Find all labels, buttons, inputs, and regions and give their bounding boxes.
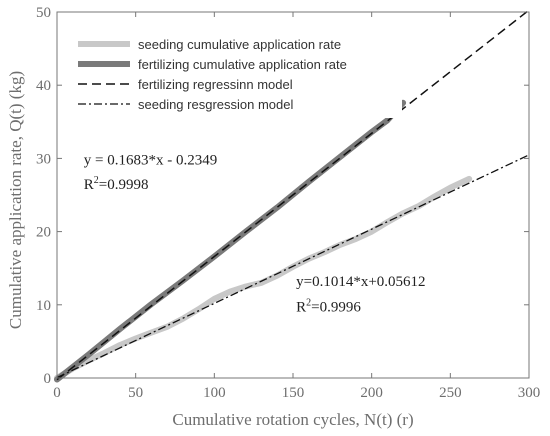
legend-label-2: fertilizing regressinn model (138, 77, 293, 92)
x-tick-label-2: 100 (203, 385, 226, 401)
x-axis-label: Cumulative rotation cycles, N(t) (r) (172, 410, 413, 429)
y-tick-label-2: 20 (36, 225, 51, 241)
equation-0: y = 0.1683*x - 0.2349 (84, 152, 217, 168)
y-tick-label-3: 30 (36, 151, 51, 167)
series-line-3 (56, 154, 530, 379)
x-tick-label-4: 200 (360, 385, 383, 401)
y-axis-label: Cumulative application rate, Q(t) (kg) (6, 71, 25, 329)
r-squared-0: R2=0.9998 (84, 175, 149, 193)
y-tick-label-4: 40 (36, 78, 51, 94)
annotations: y = 0.1683*x - 0.2349 R2=0.9998 y=0.1014*x… (84, 152, 426, 315)
legend-label-1: fertilizing cumulative application rate (138, 57, 347, 72)
legend-label-3: seeding resgression model (138, 97, 293, 112)
equation-1: y=0.1014*x+0.05612 (296, 274, 425, 290)
series-line-0 (54, 175, 473, 381)
chart-marks (54, 9, 530, 383)
x-tick-label-0: 0 (53, 385, 61, 401)
series-line-2 (56, 9, 530, 381)
x-tick-label-5: 250 (439, 385, 462, 401)
x-tick-label-3: 150 (282, 385, 305, 401)
axis-ticks: 0 50 100 150 200 250 300 0 10 20 30 40 50 (36, 5, 540, 401)
y-tick-label-1: 10 (36, 298, 51, 314)
y-tick-label-5: 50 (36, 5, 51, 21)
legend: seeding cumulative application rate ferti… (72, 30, 402, 118)
y-tick-label-0: 0 (44, 371, 52, 387)
x-tick-label-6: 300 (518, 385, 541, 401)
x-tick-label-1: 50 (128, 385, 143, 401)
legend-label-0: seeding cumulative application rate (138, 37, 341, 52)
r-squared-1: R2=0.9996 (296, 297, 361, 315)
